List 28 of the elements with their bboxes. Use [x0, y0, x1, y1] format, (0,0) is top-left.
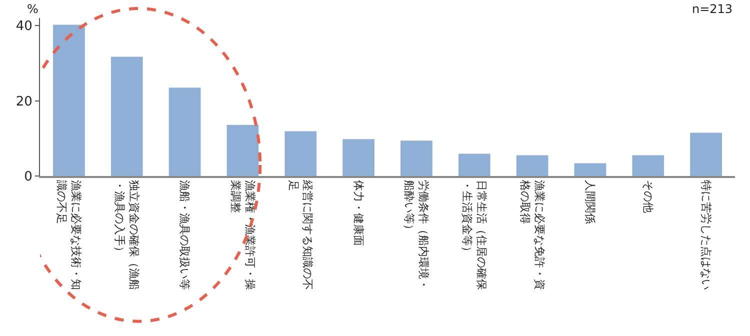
x-tick-label: 漁業に必要な免許・資格の取得	[518, 179, 546, 290]
bar	[226, 124, 259, 176]
x-tick-label: 漁業に必要な技術・知識の不足	[55, 180, 83, 290]
bar	[690, 132, 722, 176]
x-tick-label: 経営に関する知識の不足	[286, 179, 314, 290]
x-tick-label: 人間関係	[584, 180, 597, 224]
x-tick-label: 体力・健康面	[352, 180, 365, 246]
x-tick-label: 漁船・漁具の取扱い等	[178, 180, 192, 290]
y-tick-label: 20	[16, 94, 32, 110]
y-tick-label: 0	[24, 170, 32, 185]
x-tick-label: 特に苦労した点はない	[699, 180, 712, 290]
y-tick-label: 40	[16, 19, 32, 34]
x-tick-label: 日常生活（住居の確保・生活資金等）	[460, 180, 488, 290]
bar	[284, 131, 317, 176]
bar	[400, 140, 432, 176]
bar	[110, 56, 143, 176]
bar	[168, 88, 201, 176]
y-axis-title: %	[27, 2, 38, 16]
x-tick-label: 労働条件（船内環境・船酔い等）	[402, 180, 430, 290]
bar	[574, 163, 606, 176]
bar	[458, 154, 490, 176]
bar	[53, 24, 85, 176]
x-tick-label: 独立資金の確保（漁船・漁具の入手）	[113, 180, 140, 290]
bar	[342, 139, 374, 176]
bar	[516, 155, 548, 176]
bar	[632, 155, 664, 176]
text: n=213	[692, 2, 733, 16]
x-tick-label: その他	[642, 180, 655, 214]
